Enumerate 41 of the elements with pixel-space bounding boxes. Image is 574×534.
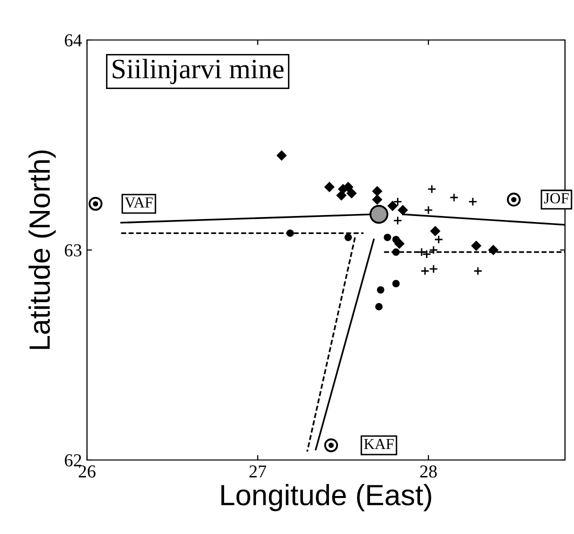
point: [276, 150, 287, 161]
point: [450, 193, 459, 202]
point: [324, 182, 335, 192]
y-tick-label: 64: [64, 34, 82, 46]
point: [427, 184, 436, 194]
point: [430, 226, 440, 236]
point: [471, 240, 482, 251]
y-tick-label: 63: [64, 244, 82, 256]
point: [417, 248, 426, 257]
y-tick-label: 62: [64, 454, 82, 466]
x-tick-label: 27: [249, 465, 266, 478]
annotation: VAF: [124, 197, 153, 208]
point: [387, 200, 398, 212]
point: [468, 197, 478, 206]
annotation: KAF: [364, 438, 394, 449]
point: [344, 234, 352, 242]
point: [429, 264, 438, 274]
point: [473, 266, 482, 276]
point: [392, 236, 400, 244]
x-axis-title: Longitude (East): [221, 484, 432, 512]
point: [346, 188, 357, 198]
point: [424, 206, 433, 215]
point: [286, 230, 294, 237]
point: [434, 235, 444, 244]
point: [392, 248, 400, 256]
y-axis-title: Latitude (North): [28, 150, 56, 349]
x-tick-label: 26: [78, 465, 96, 478]
point: [393, 216, 402, 226]
point: [384, 234, 392, 242]
point: [393, 197, 402, 206]
annotation: JOF: [544, 193, 569, 204]
point: [420, 266, 430, 276]
point: [398, 204, 408, 216]
x-tick-label: 28: [420, 465, 437, 478]
annotation: Siilinjarvi mine: [112, 58, 284, 84]
point: [488, 244, 498, 256]
point: [372, 186, 382, 196]
point: [392, 280, 400, 288]
point: [376, 286, 384, 294]
point: [375, 303, 383, 310]
point: [372, 194, 382, 205]
